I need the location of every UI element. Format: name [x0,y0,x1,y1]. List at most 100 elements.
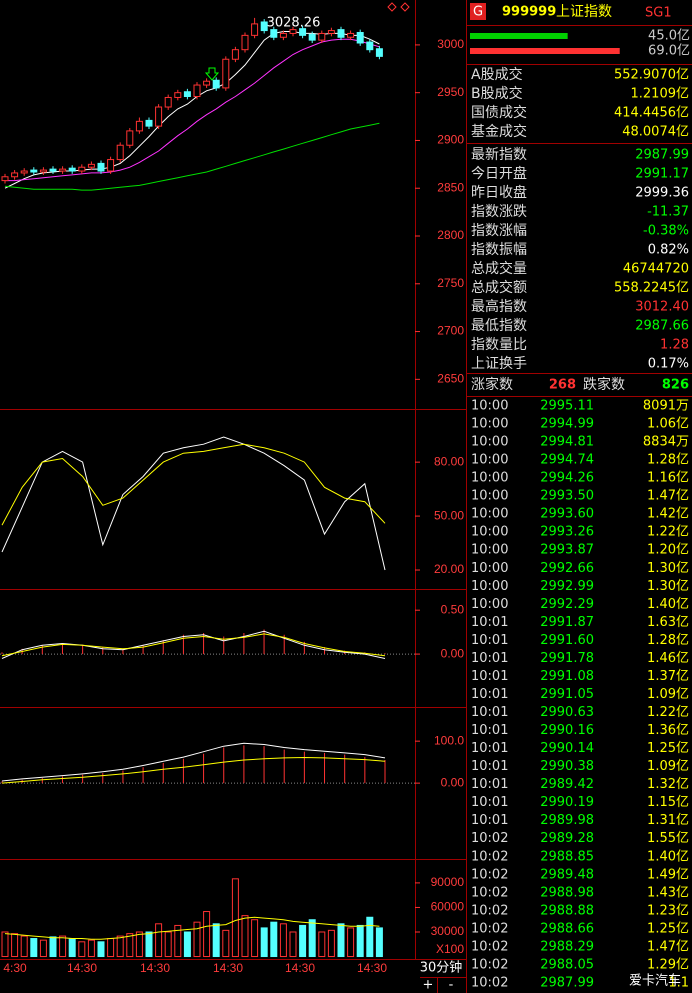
candle-body [68,167,76,172]
volume-bar [126,933,134,958]
tick-price: 2993.60 [540,507,594,522]
tick-time: 10:01 [471,651,508,666]
tick-volume: 1.16亿 [647,471,689,486]
tick-volume: 1.47亿 [647,939,689,954]
tick-volume: 1.46亿 [647,651,689,666]
tick-time: 10:01 [471,705,508,720]
candle-body [87,163,95,168]
tick-price: 2993.50 [540,489,594,504]
candle-body [20,170,28,174]
candle-body [279,32,287,38]
tick-volume: 1.42亿 [647,507,689,522]
tick-price: 2991.78 [540,651,594,666]
stat-value: 2991.17 [635,167,689,182]
candle-body [299,28,307,36]
tick-time: 10:00 [471,435,508,450]
tick-time: 10:00 [471,597,508,612]
tick-volume: 1.15亿 [647,795,689,810]
tick-volume: 1.30亿 [647,579,689,594]
tick-time: 10:01 [471,777,508,792]
tick-price: 2989.42 [540,777,594,792]
tick-price: 2988.85 [540,849,594,864]
candle-body [30,169,38,173]
tick-price: 2991.60 [540,633,594,648]
stat-value: 3012.40 [635,300,689,315]
volume-bar [174,924,182,958]
tick-price: 2988.66 [540,921,594,936]
candle-body [11,172,19,178]
y-tick-label: 0.50 [441,602,465,616]
volume-bar [347,927,355,958]
volume-bar [289,931,297,958]
watermark: 爱卡汽车 [629,973,681,989]
tick-price: 2989.98 [540,813,594,828]
tick-time: 10:01 [471,741,508,756]
tick-price: 2994.99 [540,417,594,432]
tick-volume: 1.25亿 [647,741,689,756]
flow-bar [470,48,620,54]
tick-time: 10:01 [471,813,508,828]
volume-bar [260,927,268,958]
tick-volume: 1.09亿 [647,687,689,702]
y-tick-label: 50.00 [434,508,464,522]
zoom-in[interactable]: + [423,978,434,993]
candle-body [231,49,239,60]
tick-time: 10:00 [471,489,508,504]
tick-price: 2987.99 [540,975,594,990]
tick-volume: 1.29亿 [647,957,689,972]
candle-body [203,80,211,86]
stat-label: 国债成交 [471,104,527,121]
stat-label: 基金成交 [471,123,527,140]
tick-price: 2988.98 [540,885,594,900]
window-icons[interactable] [387,2,410,12]
candle-body [49,168,57,172]
tick-volume: 1.28亿 [647,633,689,648]
tick-volume: 1.22亿 [647,705,689,720]
tick-price: 2995.11 [540,399,594,414]
candle-body [1,176,9,182]
tick-price: 2988.05 [540,957,594,972]
tick-volume: 1.1 [668,975,689,990]
candle-body [260,21,268,32]
candle-body [308,33,316,41]
tick-price: 2990.38 [540,759,594,774]
candle-body [270,29,278,38]
x-tick-label: 4:30 [3,961,27,975]
volume-bar [97,941,105,958]
indicator-line [4,122,380,191]
code: 999999 [502,5,556,20]
candle-body [193,84,201,98]
x-tick-label: 14:30 [140,961,170,975]
indicator-line [5,38,380,182]
signal-arrow [204,67,220,81]
tick-price: 2993.87 [540,543,594,558]
tick-time: 10:00 [471,399,508,414]
stat-value: 1.28 [660,338,689,353]
tick-volume: 1.22亿 [647,525,689,540]
flow-label: 69.0亿 [648,44,690,59]
volume-bar [251,919,259,958]
y-tick-label: 0.00 [441,775,465,789]
flow-label: 45.0亿 [648,29,690,44]
x-tick-label: 14:30 [357,961,387,975]
tick-price: 2988.29 [540,939,594,954]
tick-time: 10:00 [471,507,508,522]
zoom-out[interactable]: - [449,978,454,993]
candle-body [174,92,182,98]
tick-volume: 1.09亿 [647,759,689,774]
volume-bar [366,916,374,958]
y-tick-label: 2800 [437,228,464,242]
tag: SG1 [645,6,672,21]
candle-body [337,29,345,38]
volume-bar [30,938,38,958]
volume-bar [375,927,383,958]
candle-body [107,159,115,172]
tick-volume: 1.32亿 [647,777,689,792]
volume-bar [241,915,249,958]
period[interactable]: 30分钟 [420,960,463,976]
volume-bar [222,929,230,958]
indicator-line [1,633,386,657]
x-tick-label: 14:30 [285,961,315,975]
y-tick-label: 90000 [431,875,465,889]
